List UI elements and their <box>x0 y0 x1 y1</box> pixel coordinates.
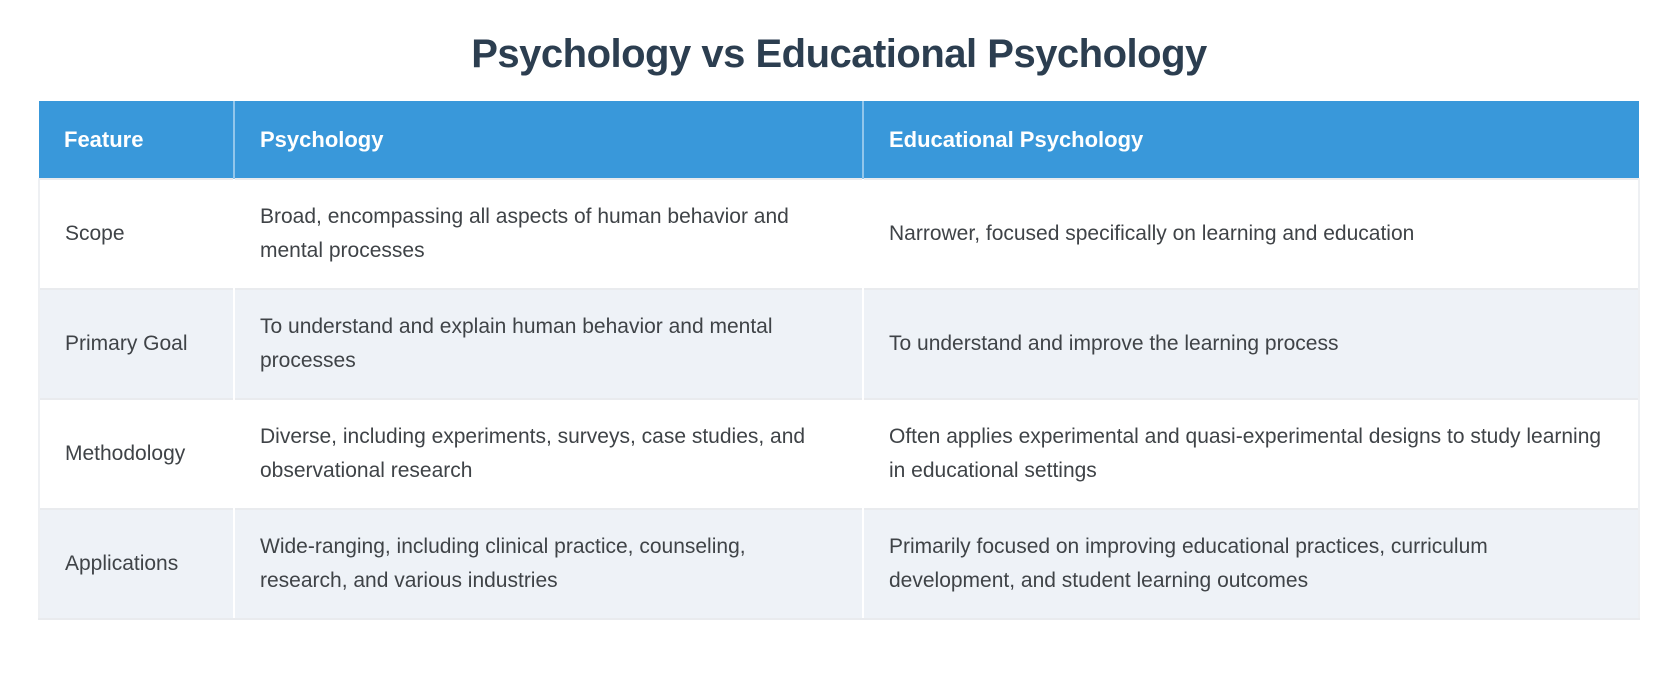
table-row-methodology: Methodology Diverse, including experimen… <box>38 398 1640 509</box>
header-row: Feature Psychology Educational Psycholog… <box>39 101 1639 179</box>
page-container: Psychology vs Educational Psychology Fea… <box>38 30 1640 620</box>
cell-text: Scope <box>65 222 125 245</box>
cell-scope-educational-psychology: Narrower, focused specifically on learni… <box>863 178 1640 289</box>
cell-text: Applications <box>65 552 179 575</box>
cell-scope-psychology: Broad, encompassing all aspects of human… <box>234 178 864 289</box>
table-row-applications: Applications Wide-ranging, including cli… <box>38 508 1640 620</box>
column-header-psychology: Psychology <box>234 101 864 179</box>
table-header: Feature Psychology Educational Psycholog… <box>39 101 1639 179</box>
cell-scope-feature: Scope <box>38 178 235 289</box>
cell-methodology-psychology: Diverse, including experiments, surveys,… <box>234 398 864 509</box>
table-body: Scope Broad, encompassing all aspects of… <box>38 178 1640 620</box>
comparison-table: Feature Psychology Educational Psycholog… <box>38 101 1640 620</box>
cell-text: Methodology <box>65 442 186 465</box>
table-row-primary-goal: Primary Goal To understand and explain h… <box>38 288 1640 399</box>
cell-primary-goal-educational-psychology: To understand and improve the learning p… <box>863 288 1640 399</box>
page-title: Psychology vs Educational Psychology <box>471 32 1207 76</box>
cell-methodology-educational-psychology: Often applies experimental and quasi-exp… <box>863 398 1640 509</box>
cell-applications-psychology: Wide-ranging, including clinical practic… <box>234 508 864 620</box>
column-header-educational-psychology: Educational Psychology <box>863 101 1639 179</box>
cell-applications-feature: Applications <box>38 508 235 620</box>
cell-primary-goal-feature: Primary Goal <box>38 288 235 399</box>
table-row-scope: Scope Broad, encompassing all aspects of… <box>38 178 1640 289</box>
cell-applications-educational-psychology: Primarily focused on improving education… <box>863 508 1640 620</box>
cell-methodology-feature: Methodology <box>38 398 235 509</box>
cell-text: Primary Goal <box>65 332 188 355</box>
cell-primary-goal-psychology: To understand and explain human behavior… <box>234 288 864 399</box>
column-header-feature: Feature <box>39 101 235 179</box>
